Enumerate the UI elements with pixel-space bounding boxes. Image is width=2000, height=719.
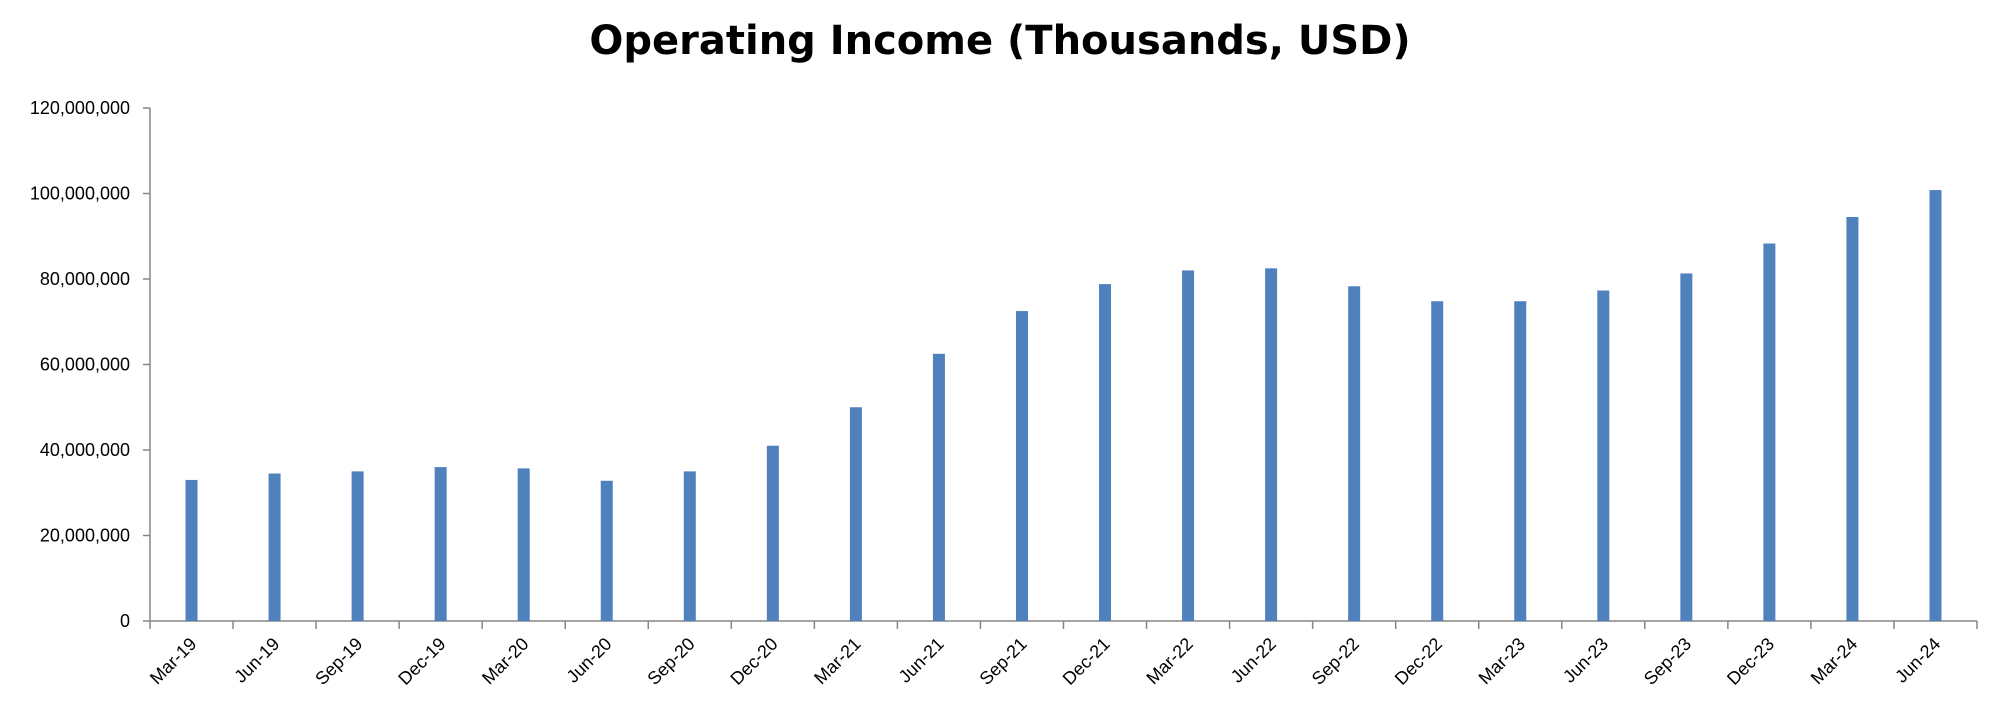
x-tick-label: Sep-23 xyxy=(1640,634,1695,689)
bar xyxy=(351,471,364,621)
bars xyxy=(185,190,1942,621)
chart-title: Operating Income (Thousands, USD) xyxy=(589,18,1411,64)
bar xyxy=(600,480,613,621)
bar xyxy=(1182,270,1195,621)
x-axis-ticks: Mar-19 Jun-19 Sep-19 Dec-19 Mar-20 Jun-20 Sep-… xyxy=(146,621,1978,689)
x-tick-label: Mar-22 xyxy=(1142,634,1196,688)
x-tick-label: Jun-19 xyxy=(230,634,283,687)
bar xyxy=(434,467,447,621)
axes xyxy=(149,108,1977,622)
bar xyxy=(1514,301,1527,621)
x-tick-label: Mar-20 xyxy=(478,634,532,688)
bar xyxy=(1763,243,1776,621)
bar xyxy=(683,471,696,621)
bar xyxy=(1680,273,1693,621)
bar xyxy=(1348,286,1361,621)
bar xyxy=(766,445,779,621)
bar xyxy=(932,353,945,621)
x-tick-label: Sep-20 xyxy=(643,634,698,689)
bar xyxy=(185,479,198,621)
y-tick-label: 0 xyxy=(120,611,130,631)
x-tick-label: Dec-20 xyxy=(726,634,781,689)
x-tick-label: Dec-23 xyxy=(1723,634,1778,689)
y-axis-ticks: 0 20,000,000 40,000,000 60,000,000 80,000,00… xyxy=(30,98,150,631)
x-tick-label: Sep-19 xyxy=(311,634,366,689)
y-tick-label: 60,000,000 xyxy=(40,355,130,375)
x-tick-label: Dec-22 xyxy=(1391,634,1446,689)
bar xyxy=(1846,217,1859,621)
y-tick-label: 120,000,000 xyxy=(30,98,130,118)
x-tick-label: Sep-22 xyxy=(1308,634,1363,689)
y-tick-label: 80,000,000 xyxy=(40,269,130,289)
y-tick-label: 100,000,000 xyxy=(30,184,130,204)
x-tick-label: Dec-21 xyxy=(1059,634,1114,689)
x-tick-label: Sep-21 xyxy=(976,634,1031,689)
x-tick-label: Mar-19 xyxy=(146,634,200,688)
y-tick-label: 40,000,000 xyxy=(40,440,130,460)
x-tick-label: Mar-21 xyxy=(810,634,864,688)
y-tick-label: 20,000,000 xyxy=(40,526,130,546)
x-tick-label: Jun-22 xyxy=(1227,634,1280,687)
x-tick-label: Mar-23 xyxy=(1475,634,1529,688)
bar xyxy=(1597,290,1610,621)
x-tick-label: Jun-24 xyxy=(1891,634,1944,687)
bar xyxy=(517,468,530,621)
bar xyxy=(1099,284,1112,621)
x-tick-label: Dec-19 xyxy=(394,634,449,689)
x-tick-label: Mar-24 xyxy=(1807,634,1861,688)
bar xyxy=(1265,268,1278,621)
bar xyxy=(268,473,281,621)
bar xyxy=(1431,301,1444,621)
x-tick-label: Jun-20 xyxy=(563,634,616,687)
bar xyxy=(1929,190,1942,621)
bar xyxy=(849,407,862,621)
bar xyxy=(1015,311,1028,621)
x-tick-label: Jun-23 xyxy=(1559,634,1612,687)
x-tick-label: Jun-21 xyxy=(895,634,948,687)
